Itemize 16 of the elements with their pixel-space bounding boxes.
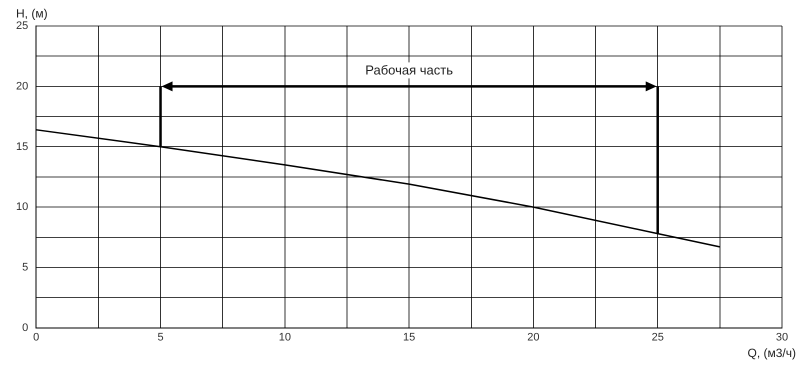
x-axis-title: Q, (м3/ч) — [747, 346, 796, 360]
y-tick-label: 0 — [22, 322, 28, 334]
x-tick-label: 20 — [527, 331, 540, 344]
x-tick-label: 25 — [652, 331, 664, 344]
y-tick-label: 15 — [16, 140, 28, 153]
y-tick-label: 20 — [16, 80, 28, 92]
x-tick-label: 15 — [402, 331, 416, 344]
x-tick-label: 5 — [157, 331, 164, 344]
y-axis-title: H, (м) — [16, 6, 48, 20]
annotation: Рабочая часть — [365, 62, 454, 78]
y-tick-label: 10 — [16, 201, 28, 214]
x-tick-label: 0 — [33, 331, 40, 344]
y-tick-label: 5 — [22, 261, 28, 274]
x-tick-label: 10 — [278, 331, 291, 344]
x-tick-label: 30 — [776, 331, 788, 344]
y-tick-label: 25 — [16, 20, 28, 32]
